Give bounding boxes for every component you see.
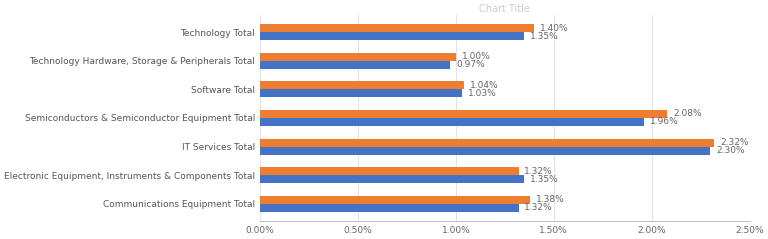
- Text: 1.00%: 1.00%: [462, 52, 491, 61]
- Text: 0.97%: 0.97%: [456, 60, 485, 69]
- Text: 2.08%: 2.08%: [674, 109, 702, 119]
- Text: 2.32%: 2.32%: [720, 138, 749, 147]
- Text: 1.35%: 1.35%: [530, 174, 559, 184]
- Bar: [260, 32, 525, 40]
- Text: 1.35%: 1.35%: [530, 32, 559, 41]
- Bar: [260, 118, 644, 126]
- Text: 1.96%: 1.96%: [650, 117, 678, 126]
- Bar: [260, 24, 535, 32]
- Bar: [260, 196, 530, 204]
- Text: 1.04%: 1.04%: [469, 81, 498, 90]
- Bar: [260, 175, 525, 183]
- Bar: [260, 147, 710, 154]
- Text: 1.32%: 1.32%: [525, 203, 553, 212]
- Bar: [260, 204, 518, 212]
- Text: 2.30%: 2.30%: [717, 146, 745, 155]
- Bar: [260, 110, 667, 118]
- Text: 1.40%: 1.40%: [540, 24, 568, 33]
- Text: 1.38%: 1.38%: [536, 195, 565, 204]
- Bar: [260, 61, 450, 69]
- Text: 1.03%: 1.03%: [468, 89, 496, 98]
- Bar: [260, 53, 456, 61]
- Bar: [260, 81, 464, 89]
- Bar: [260, 167, 518, 175]
- Text: 1.32%: 1.32%: [525, 167, 553, 176]
- Bar: [260, 139, 714, 147]
- Title: Chart Title: Chart Title: [479, 4, 531, 14]
- Bar: [260, 89, 462, 98]
